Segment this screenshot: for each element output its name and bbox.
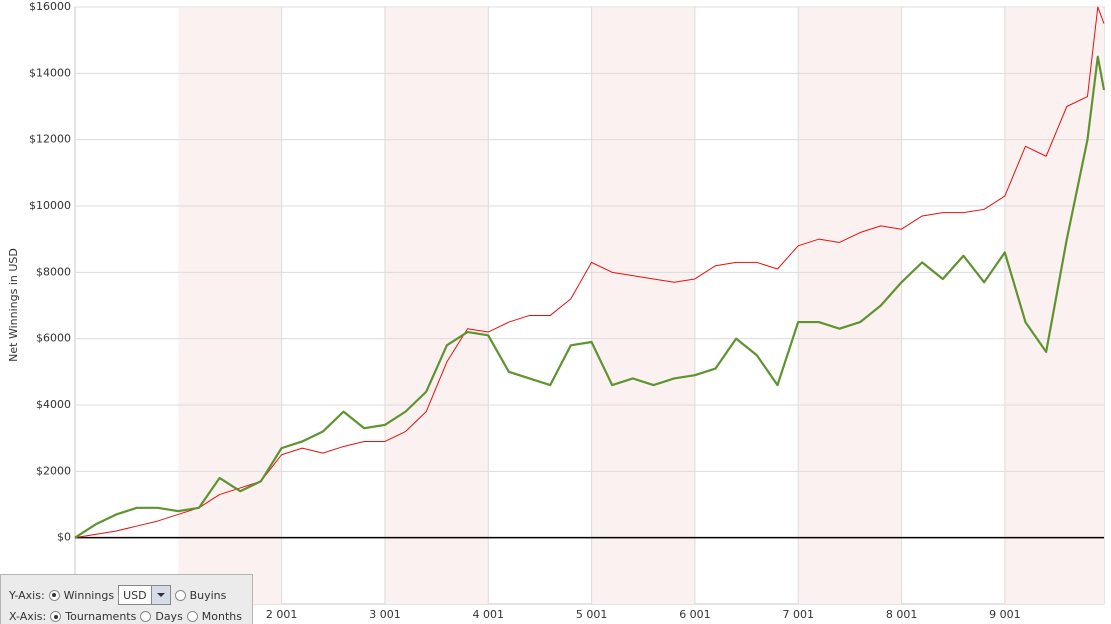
y-axis-title: Net Winnings in USD <box>7 248 20 362</box>
x-tick-label: 6 001 <box>679 608 711 621</box>
shaded-band <box>798 8 902 604</box>
shaded-band <box>178 8 282 604</box>
option[interactable]: Buyins <box>189 588 227 602</box>
y-tick-label: $16000 <box>29 0 71 13</box>
radio[interactable] <box>48 589 60 601</box>
option[interactable]: Winnings <box>63 588 115 602</box>
option[interactable]: Days <box>155 610 183 623</box>
x-tick-label: 8 001 <box>886 608 918 621</box>
shaded-band <box>591 8 695 604</box>
y-tick-label: $0 <box>57 531 71 544</box>
y-tick-label: $12000 <box>29 133 71 146</box>
radio[interactable] <box>140 611 152 622</box>
y-tick-label: $6000 <box>36 332 71 345</box>
radio[interactable] <box>174 589 186 601</box>
series-line <box>74 6 1105 539</box>
y-tick-label: $10000 <box>29 199 71 212</box>
y-tick-label: $2000 <box>36 464 71 477</box>
x-tick-label: 7 001 <box>783 608 815 621</box>
y-axis-label: Y-Axis: <box>9 588 45 602</box>
x-tick-label: 4 001 <box>473 608 505 621</box>
x-axis-row: X-Axis: Tournaments Days Months <box>9 610 242 623</box>
option[interactable]: Months <box>201 610 243 623</box>
x-tick-label: 5 001 <box>576 608 608 621</box>
option[interactable]: Tournaments <box>65 610 137 623</box>
y-tick-label: $14000 <box>29 66 71 79</box>
y-tick-label: $4000 <box>36 398 71 411</box>
axis-controls: Y-Axis: Winnings USD Buyins X-Axis: Tour… <box>0 574 253 624</box>
x-tick-label: 2 001 <box>266 608 298 621</box>
series-line <box>74 55 1106 539</box>
radio[interactable] <box>186 611 198 622</box>
x-axis-label: X-Axis: <box>9 610 47 623</box>
x-tick-label: 3 001 <box>369 608 401 621</box>
dropdown-button[interactable] <box>150 586 170 604</box>
y-axis-row: Y-Axis: Winnings USD Buyins <box>9 585 226 605</box>
y-tick-label: $8000 <box>36 265 71 278</box>
x-tick-label: 9 001 <box>989 608 1021 621</box>
radio[interactable] <box>50 611 62 622</box>
shaded-band <box>384 8 489 604</box>
currency-select[interactable]: USD <box>118 585 171 605</box>
plot-background <box>74 6 1105 605</box>
select-value: USD <box>123 588 147 602</box>
